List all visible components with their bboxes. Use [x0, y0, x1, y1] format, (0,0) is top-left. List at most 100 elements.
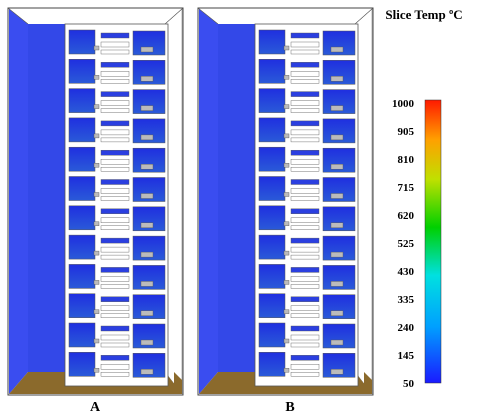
slab — [290, 246, 320, 253]
furniture — [140, 134, 154, 141]
slab — [290, 41, 320, 48]
slab — [290, 225, 320, 231]
slab — [290, 372, 320, 377]
slab — [290, 334, 320, 341]
slab — [290, 166, 320, 172]
stair — [93, 75, 100, 80]
corridor — [290, 296, 320, 302]
room — [68, 146, 96, 172]
slab — [100, 372, 130, 377]
furniture — [330, 369, 344, 375]
slab — [100, 188, 130, 194]
corridor — [100, 62, 130, 68]
furniture — [140, 339, 154, 346]
corridor — [290, 237, 320, 244]
room — [132, 353, 166, 378]
slab — [100, 41, 130, 48]
furniture — [330, 163, 344, 170]
furniture — [330, 134, 344, 141]
tick-label: 145 — [398, 350, 415, 362]
corridor — [100, 120, 130, 127]
tick-label: 240 — [398, 322, 415, 334]
room — [68, 59, 96, 84]
room — [258, 234, 286, 260]
corridor — [100, 91, 130, 97]
edge — [164, 7, 184, 25]
back-wall — [218, 24, 255, 372]
slab — [100, 79, 130, 84]
furniture — [140, 281, 154, 287]
building-panel — [197, 7, 374, 396]
slab — [290, 129, 320, 136]
furniture — [330, 193, 344, 199]
furniture — [330, 251, 344, 258]
room — [68, 234, 96, 260]
corridor — [290, 325, 320, 332]
room — [258, 59, 286, 84]
panel-label: A — [90, 400, 101, 415]
furniture — [140, 193, 154, 199]
corridor — [290, 149, 320, 156]
slab — [290, 364, 320, 370]
furniture — [140, 163, 154, 170]
tick-label: 1000 — [392, 98, 415, 110]
room — [68, 352, 96, 377]
corridor — [100, 149, 130, 156]
slab — [290, 188, 320, 194]
slab — [100, 100, 130, 106]
slab — [290, 71, 320, 77]
slab — [100, 108, 130, 113]
stair — [283, 192, 290, 197]
slab — [100, 49, 130, 55]
colorbar — [424, 99, 442, 384]
slab — [290, 79, 320, 84]
stair — [93, 338, 100, 344]
stair — [283, 280, 290, 285]
tick-label: 525 — [398, 238, 415, 250]
corridor — [290, 62, 320, 68]
furniture — [140, 76, 154, 82]
corridor — [290, 208, 320, 215]
room — [68, 117, 96, 143]
furniture — [140, 251, 154, 258]
stair — [93, 221, 100, 227]
room — [68, 88, 96, 113]
room — [258, 29, 286, 55]
corridor — [290, 267, 320, 273]
slab — [290, 108, 320, 113]
slab — [100, 313, 130, 318]
back-wall — [28, 24, 65, 372]
corridor — [290, 355, 320, 361]
room — [258, 205, 286, 231]
room — [68, 176, 96, 201]
edge — [354, 7, 374, 25]
slab — [100, 225, 130, 231]
stair — [283, 338, 290, 344]
stair — [93, 104, 100, 109]
right-floor — [364, 372, 372, 394]
furniture — [330, 339, 344, 346]
stair — [93, 250, 100, 256]
right-floor — [174, 372, 182, 394]
room — [258, 322, 286, 348]
tick-label: 810 — [398, 154, 415, 166]
tick-label: 620 — [398, 210, 415, 222]
stair — [283, 221, 290, 227]
tick-label: 50 — [403, 378, 415, 390]
panels — [7, 7, 374, 396]
stair — [283, 250, 290, 256]
slab — [100, 276, 130, 282]
stair — [283, 368, 290, 373]
furniture — [330, 76, 344, 82]
room — [68, 29, 96, 55]
corridor — [100, 325, 130, 332]
room — [258, 352, 286, 377]
furniture — [140, 310, 154, 316]
corridor — [100, 355, 130, 361]
furniture — [330, 222, 344, 229]
slab — [290, 276, 320, 282]
slab — [100, 334, 130, 341]
slab — [290, 254, 320, 260]
stair — [283, 45, 290, 51]
